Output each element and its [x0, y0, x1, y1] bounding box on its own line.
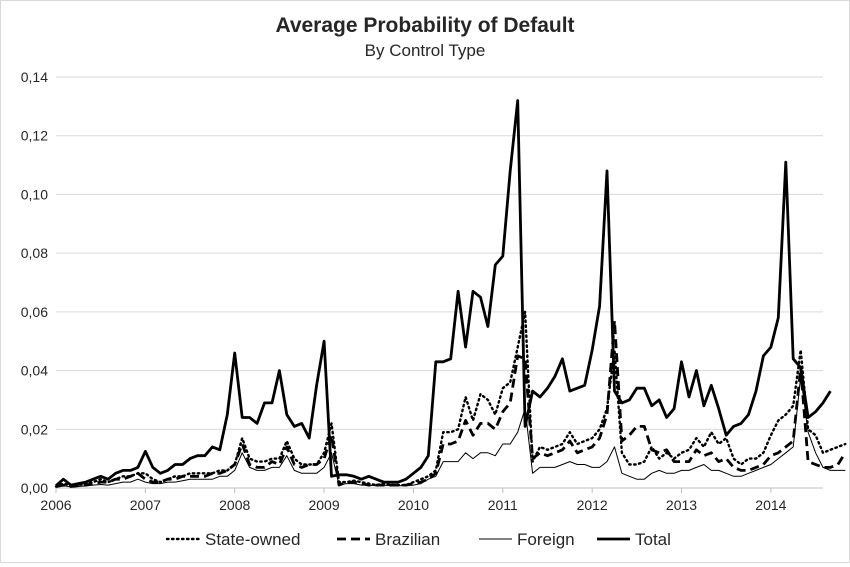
- series-line-foreign: [55, 375, 846, 488]
- x-tick-label: 2007: [130, 497, 161, 513]
- x-tick-label: 2006: [40, 497, 71, 513]
- x-tick-label: 2014: [755, 497, 786, 513]
- y-tick-label: 0,02: [21, 421, 48, 437]
- x-tick-label: 2012: [577, 497, 608, 513]
- y-tick-label: 0,04: [21, 363, 48, 379]
- y-tick-label: 0,12: [21, 128, 48, 144]
- series-line-total: [55, 99, 832, 487]
- x-tick-label: 2009: [308, 497, 339, 513]
- legend: State-owned Brazilian Foreign Total: [165, 530, 671, 549]
- y-tick-label: 0,06: [21, 304, 48, 320]
- x-tick-label: 2011: [488, 497, 518, 513]
- legend-label: State-owned: [205, 530, 300, 549]
- series-lines: [54, 99, 847, 488]
- series-line-state-owned: [54, 310, 847, 488]
- x-tick-label: 2008: [219, 497, 250, 513]
- gridlines: [56, 76, 823, 489]
- x-tick-label: 2013: [666, 497, 697, 513]
- series-line-brazilian: [55, 319, 847, 488]
- legend-label: Foreign: [517, 530, 575, 549]
- x-tick-label: 2010: [398, 497, 429, 513]
- y-tick-label: 0,00: [21, 480, 48, 496]
- y-tick-label: 0,14: [21, 69, 48, 85]
- y-tick-label: 0,08: [21, 245, 48, 261]
- y-tick-label: 0,10: [21, 186, 48, 202]
- chart-subtitle: By Control Type: [365, 41, 486, 60]
- chart-title: Average Probability of Default: [275, 14, 574, 37]
- x-axis-ticks: 2006 2007 2008 2009 2010 2011 2012 2013 2014: [40, 488, 787, 513]
- legend-label: Brazilian: [375, 530, 440, 549]
- legend-label: Total: [635, 530, 671, 549]
- y-axis-ticks: 0,00 0,02 0,04 0,06 0,08 0,10 0,12 0,14: [21, 69, 48, 496]
